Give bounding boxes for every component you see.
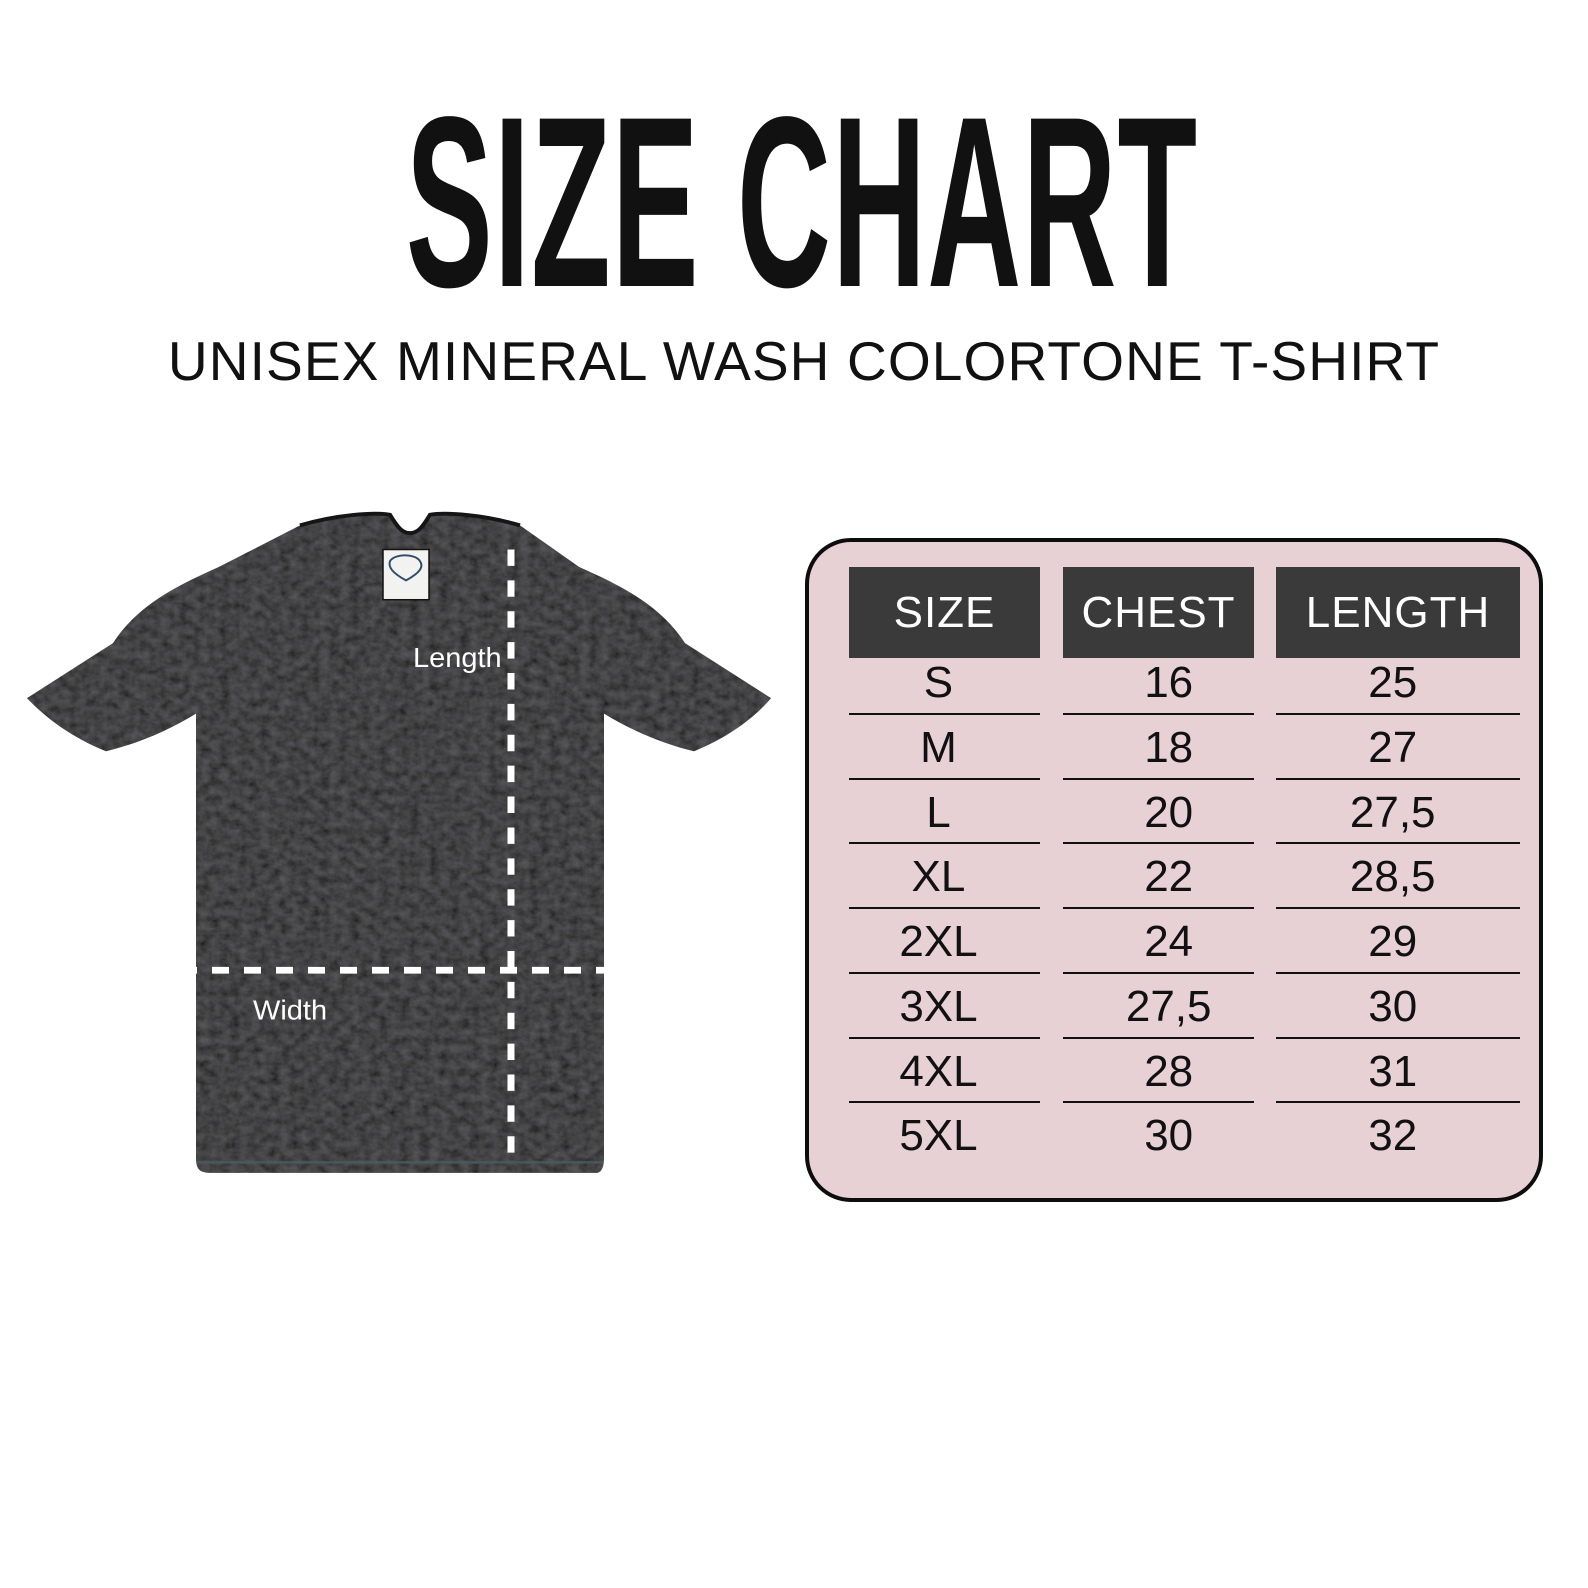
- svg-text:Length: Length: [413, 643, 502, 674]
- svg-text:Width: Width: [253, 995, 327, 1026]
